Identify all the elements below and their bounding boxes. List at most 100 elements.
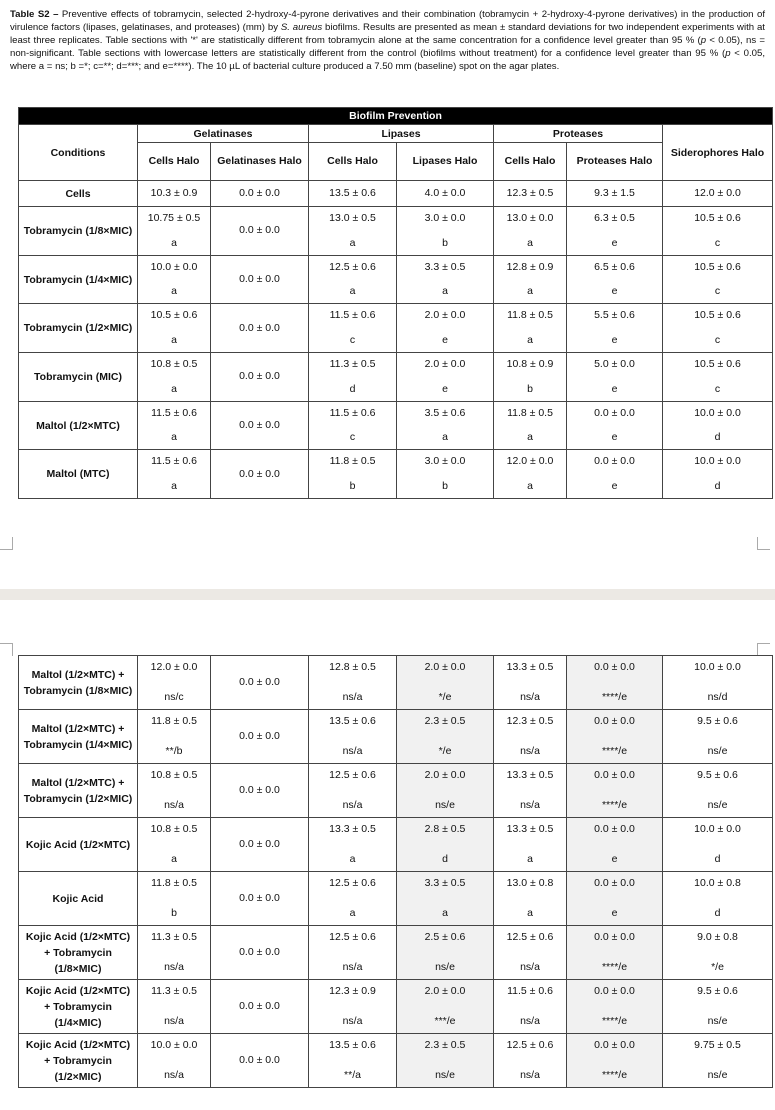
cell-note: a xyxy=(171,285,177,298)
cell-value: 0.0 ± 0.0 xyxy=(594,1039,635,1051)
cell-note: ns/c xyxy=(164,691,184,703)
cell-value: 0.0 ± 0.0 xyxy=(239,467,280,480)
cell-value: 0.0 ± 0.0 xyxy=(239,187,280,199)
data-cell: 11.8 ± 0.5 a xyxy=(493,303,567,354)
cell-value: 11.5 ± 0.6 xyxy=(151,406,197,419)
cell-note: c xyxy=(714,334,721,347)
cell-content: 12.0 ± 0.0 ns/c xyxy=(138,656,210,709)
cell-content: 2.3 ± 0.5 ns/e xyxy=(397,1034,493,1087)
cell-note: b xyxy=(442,480,448,493)
cell-value: 11.8 ± 0.5 xyxy=(507,309,553,322)
cell-value: 13.3 ± 0.5 xyxy=(506,661,554,673)
cell-value: 2.5 ± 0.6 xyxy=(424,931,466,943)
cell-note: ns/a xyxy=(520,961,540,973)
cell-value: 2.3 ± 0.5 xyxy=(424,715,466,727)
condition-cell: Tobramycin (1/4×MIC) xyxy=(18,254,138,305)
cell-value: 13.0 ± 0.8 xyxy=(506,877,554,889)
cell-value: 13.3 ± 0.5 xyxy=(329,823,376,835)
cell-value: 0.0 ± 0.0 xyxy=(239,676,280,688)
cell-value: 0.0 ± 0.0 xyxy=(594,455,635,468)
cell-value: 9.5 ± 0.6 xyxy=(697,715,738,727)
cell-note: b xyxy=(527,382,533,395)
cell-content: 11.8 ± 0.5 a xyxy=(494,402,566,450)
cell-content: 0.0 ± 0.0 xyxy=(211,1034,308,1087)
cell-value: 10.75 ± 0.5 xyxy=(147,212,201,224)
data-cell: 3.3 ± 0.5 a xyxy=(396,254,494,305)
cell-value: 12.5 ± 0.6 xyxy=(506,1039,554,1051)
data-cell: 10.0 ± 0.8 d xyxy=(662,871,773,926)
data-cell: 12.5 ± 0.6 a xyxy=(308,871,397,926)
cell-note: ns/a xyxy=(520,745,540,757)
data-cell: 0.0 ± 0.0 xyxy=(210,303,309,354)
condition-cell: Kojic Acid (1/2×MTC) + Tobramycin (1/8×M… xyxy=(18,925,138,980)
cell-content: 10.5 ± 0.6 a xyxy=(138,304,210,352)
data-cell: 13.5 ± 0.6 **/a xyxy=(308,1033,397,1088)
caption-text: p xyxy=(725,48,731,59)
cell-content: 0.0 ± 0.0 e xyxy=(567,818,662,871)
cell-value: 2.8 ± 0.5 xyxy=(424,823,466,835)
data-cell: 10.5 ± 0.6 c xyxy=(661,206,774,256)
page-corner xyxy=(0,643,13,656)
cell-content: 10.5 ± 0.6 c xyxy=(663,353,772,401)
cell-content: 0.0 ± 0.0 ****/e xyxy=(567,926,662,979)
condition-cell: Maltol (1/2×MTC) + Tobramycin (1/8×MIC) xyxy=(18,655,138,710)
data-cell: 13.3 ± 0.5 ns/a xyxy=(493,763,567,818)
data-cell: 2.8 ± 0.5 d xyxy=(396,817,494,872)
table-row: Maltol (1/2×MTC) + Tobramycin (1/4×MIC) 1… xyxy=(18,709,773,764)
page-gap xyxy=(0,589,775,600)
data-cell: 0.0 ± 0.0 xyxy=(210,709,309,764)
data-cell: 11.5 ± 0.6 c xyxy=(308,400,397,451)
cell-value: 0.0 ± 0.0 xyxy=(239,321,280,334)
table-row: Kojic Acid (1/2×MTC) 10.8 ± 0.5 a 0.0 ± 0.0… xyxy=(18,817,773,872)
cell-content: 12.8 ± 0.9 a xyxy=(494,256,566,304)
cell-value: 2.0 ± 0.0 xyxy=(424,661,466,673)
cell-value: 2.3 ± 0.5 xyxy=(424,1039,466,1051)
cell-note: ns/a xyxy=(520,799,540,811)
table-row: Maltol (MTC) 11.5 ± 0.6 a 0.0 ± 0.0 11.8 ± 0… xyxy=(18,449,774,500)
cell-content: 3.0 ± 0.0 b xyxy=(397,207,493,255)
condition-cell: Tobramycin (1/2×MIC) xyxy=(18,303,138,354)
data-cell: 10.3 ± 0.9 xyxy=(137,180,211,207)
cell-note: ns/a xyxy=(342,799,363,811)
data-cell: 4.0 ± 0.0 xyxy=(396,180,494,207)
cell-content: 5.5 ± 0.6 e xyxy=(567,304,662,352)
data-cell: 12.3 ± 0.5 xyxy=(493,180,567,207)
cell-value: 13.0 ± 0.0 xyxy=(506,212,554,224)
data-cell: 0.0 ± 0.0 ****/e xyxy=(566,979,663,1034)
cell-note: e xyxy=(611,907,618,919)
cell-content: 12.5 ± 0.6 ns/a xyxy=(494,926,566,979)
cell-content: 13.5 ± 0.6 ns/a xyxy=(309,710,396,763)
cell-content: 2.0 ± 0.0 ***/e xyxy=(397,980,493,1033)
cell-value: 11.8 ± 0.5 xyxy=(329,455,376,468)
cell-content: 2.5 ± 0.6 ns/e xyxy=(397,926,493,979)
cell-content: 9.75 ± 0.5 ns/e xyxy=(663,1034,772,1087)
page-corner xyxy=(0,537,13,550)
cell-content: 13.0 ± 0.5 a xyxy=(309,207,396,255)
cell-note: c xyxy=(349,431,356,444)
data-cell: 9.0 ± 0.8 */e xyxy=(662,925,773,980)
cell-value: 0.0 ± 0.0 xyxy=(594,877,635,889)
cell-value: 10.0 ± 0.0 xyxy=(150,260,198,273)
data-cell: 12.8 ± 0.9 a xyxy=(493,254,567,305)
cell-content: 2.0 ± 0.0 ns/e xyxy=(397,764,493,817)
table-row: Maltol (1/2×MTC) + Tobramycin (1/8×MIC) 1… xyxy=(18,655,773,710)
cell-value: 11.8 ± 0.5 xyxy=(151,715,197,727)
cell-note: c xyxy=(349,334,356,347)
cell-note: */e xyxy=(438,691,452,703)
cell-note: a xyxy=(349,907,356,919)
header-cell: Proteases Halo xyxy=(566,142,663,181)
cell-note: d xyxy=(714,480,721,493)
cell-note: ****/e xyxy=(601,1015,628,1027)
cell-content: 12.5 ± 0.6 a xyxy=(309,256,396,304)
data-cell: 6.3 ± 0.5 e xyxy=(566,206,663,256)
cell-content: 0.0 ± 0.0 ****/e xyxy=(567,980,662,1033)
cell-note: a xyxy=(527,480,533,493)
cell-value: 0.0 ± 0.0 xyxy=(239,1000,280,1012)
cell-note: d xyxy=(349,382,356,395)
cell-value: 5.5 ± 0.6 xyxy=(594,309,635,322)
cell-content: 10.8 ± 0.5 a xyxy=(138,818,210,871)
data-cell: 12.0 ± 0.0 ns/c xyxy=(137,655,211,710)
data-cell: 0.0 ± 0.0 ****/e xyxy=(566,1033,663,1088)
cell-note: b xyxy=(171,907,177,919)
header-cell: Gelatinases Halo xyxy=(210,142,309,181)
